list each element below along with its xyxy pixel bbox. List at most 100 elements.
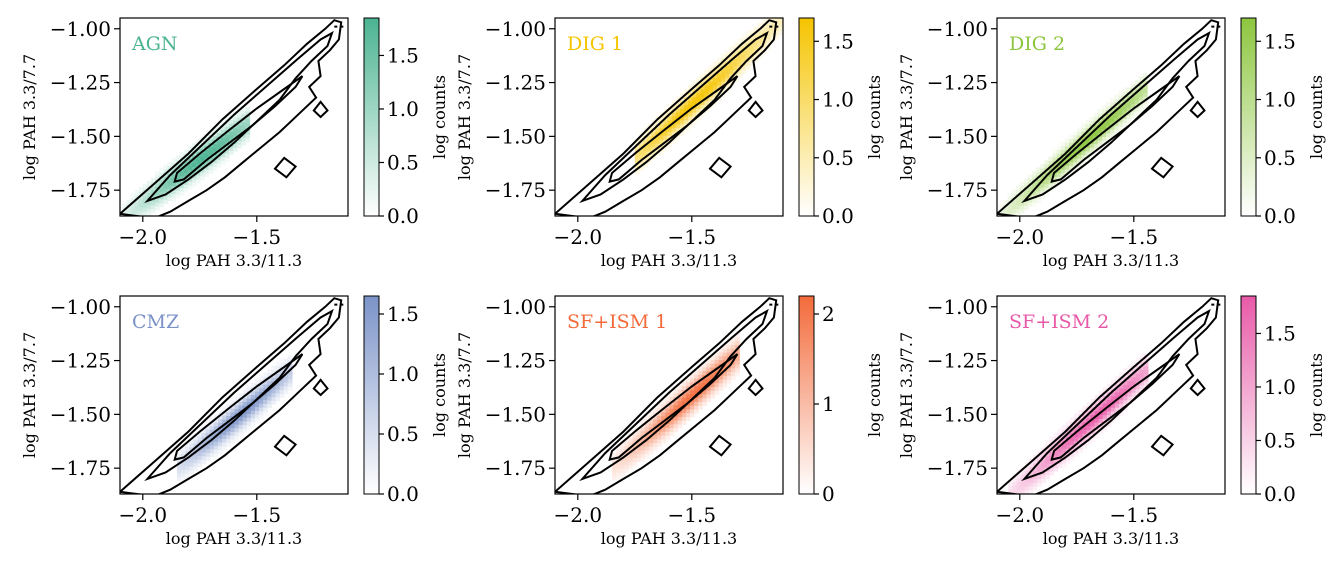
density-cell — [250, 409, 256, 415]
density-cell — [749, 61, 755, 67]
density-cell — [657, 403, 662, 409]
density-cell — [762, 19, 767, 24]
density-cell — [138, 198, 144, 204]
density-cell — [1098, 414, 1104, 419]
density-cell — [624, 464, 629, 470]
density-cell — [733, 65, 738, 71]
density-cell — [737, 61, 743, 67]
density-cell — [238, 432, 244, 437]
density-cell — [1036, 190, 1041, 196]
density-cell — [234, 408, 240, 413]
density-cell — [1114, 129, 1119, 134]
density-cell — [1110, 133, 1115, 138]
density-cell — [130, 193, 136, 198]
density-cell — [237, 109, 242, 114]
x-axis-title: log PAH 3.3/11.3 — [166, 529, 302, 548]
density-cell — [1086, 421, 1092, 427]
density-cell — [1061, 463, 1067, 469]
density-cell — [1020, 485, 1026, 491]
density-cell — [698, 405, 703, 410]
density-cell — [131, 217, 136, 222]
density-cell — [218, 418, 223, 423]
contour-island — [747, 378, 764, 397]
contour-island — [1189, 100, 1206, 119]
density-cell — [1052, 176, 1058, 181]
density-cell — [762, 50, 767, 55]
density-cell — [1122, 87, 1128, 92]
density-cell — [1118, 102, 1123, 107]
density-cell — [999, 203, 1004, 209]
density-cell — [1074, 425, 1079, 430]
density-cell — [1131, 392, 1137, 397]
density-cell — [735, 371, 740, 377]
density-cell — [271, 369, 277, 374]
density-cell — [1110, 109, 1115, 115]
density-cell — [632, 453, 638, 458]
density-cell — [770, 30, 775, 36]
density-cell — [241, 121, 246, 127]
density-cell — [665, 411, 671, 417]
density-cell — [242, 420, 248, 426]
density-cell — [155, 201, 160, 207]
density-cell — [1052, 149, 1058, 154]
density-cell — [684, 104, 689, 109]
density-cell — [200, 164, 205, 169]
density-cell — [1061, 448, 1067, 453]
density-cell — [189, 439, 194, 444]
density-cell — [238, 428, 244, 433]
density-cell — [1016, 481, 1022, 487]
density-cell — [1093, 143, 1099, 149]
density-cell — [1130, 99, 1136, 104]
density-cell — [259, 383, 264, 389]
density-cell — [1036, 179, 1041, 184]
density-cell — [638, 135, 644, 140]
density-cell — [659, 131, 665, 136]
density-cell — [774, 26, 779, 32]
density-cell — [1033, 478, 1038, 483]
density-cell — [1049, 443, 1055, 449]
contours — [555, 297, 779, 494]
colorbar-label: log counts — [1307, 353, 1326, 437]
density-cell — [1045, 474, 1050, 480]
density-cell — [1134, 91, 1140, 97]
density-cell — [1073, 130, 1078, 136]
density-cell — [209, 448, 215, 454]
density-cell — [634, 146, 640, 152]
density-cell — [151, 177, 156, 183]
density-cell — [222, 407, 227, 412]
density-cell — [250, 413, 256, 419]
density-cell — [692, 112, 697, 117]
density-cell — [688, 100, 693, 105]
density-cell — [1048, 183, 1054, 189]
density-cell — [142, 199, 148, 204]
density-cell — [187, 181, 193, 186]
density-cell — [185, 446, 190, 451]
density-cell — [189, 446, 194, 452]
density-cell — [1024, 489, 1030, 494]
density-cell — [643, 139, 648, 144]
density-cell — [716, 77, 722, 82]
density-cell — [708, 81, 714, 86]
density-cell — [1015, 189, 1021, 194]
density-cell — [636, 430, 642, 435]
density-cell — [1057, 440, 1063, 445]
density-cell — [745, 42, 751, 47]
density-cell — [1069, 142, 1074, 147]
y-axis-title: log PAH 3.3/7.7 — [20, 54, 39, 180]
y-tick-label: −1.25 — [485, 349, 546, 373]
density-cell — [733, 61, 738, 67]
density-cell — [620, 441, 625, 446]
density-cell — [175, 186, 181, 191]
density-cell — [241, 133, 246, 138]
density-cell — [616, 456, 621, 462]
density-cell — [1069, 153, 1074, 159]
density-cell — [1114, 125, 1119, 130]
y-tick-label: −1.75 — [485, 456, 546, 480]
density-cell — [126, 200, 132, 205]
density-cell — [126, 208, 132, 213]
density-cell — [1011, 200, 1017, 206]
density-cell — [246, 405, 252, 411]
density-cell — [1028, 186, 1033, 191]
density-cell — [177, 449, 182, 454]
density-cell — [1033, 466, 1038, 472]
